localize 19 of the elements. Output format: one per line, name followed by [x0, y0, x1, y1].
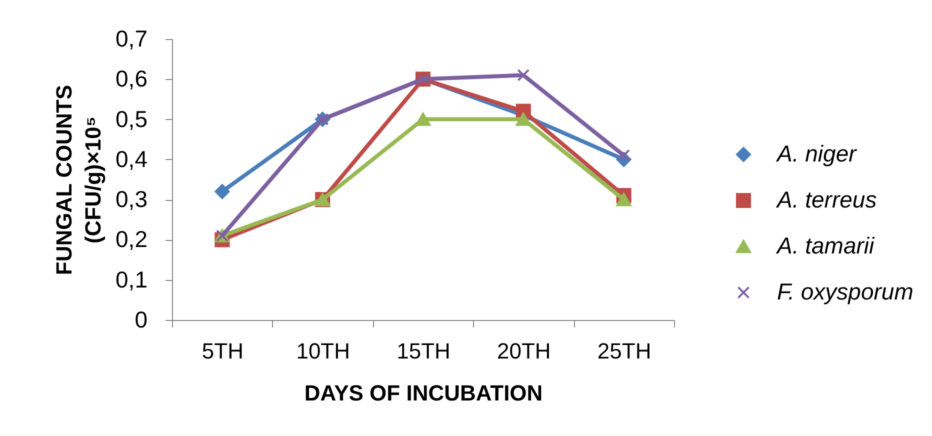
x-tick-label: 25TH	[597, 338, 652, 364]
y-tick-label: 0,6	[116, 66, 148, 92]
y-tick-label: 0,3	[116, 186, 148, 212]
legend-label: A. niger	[775, 140, 858, 166]
x-tick-label: 15TH	[396, 338, 450, 364]
y-tick-label: 0,5	[116, 106, 148, 132]
y-tick-label: 0,1	[116, 266, 148, 292]
legend-label: F. oxysporum	[777, 278, 914, 304]
y-tick-label: 0,2	[116, 226, 148, 252]
x-tick-label: 10TH	[296, 338, 350, 364]
y-tick-label: 0	[134, 306, 148, 332]
legend-label: A. tamarii	[775, 232, 876, 258]
legend-label: A. terreus	[775, 186, 878, 212]
y-tick-label: 0,4	[116, 146, 148, 172]
x-tick-label: 5TH	[202, 338, 244, 364]
y-axis-title: FUNGAL COUNTS (CFU/g)×10⁵	[52, 84, 106, 276]
y-tick-label: 0,7	[116, 26, 148, 52]
x-axis-title: DAYS OF INCUBATION	[304, 380, 543, 406]
x-tick-label: 20TH	[497, 338, 551, 364]
